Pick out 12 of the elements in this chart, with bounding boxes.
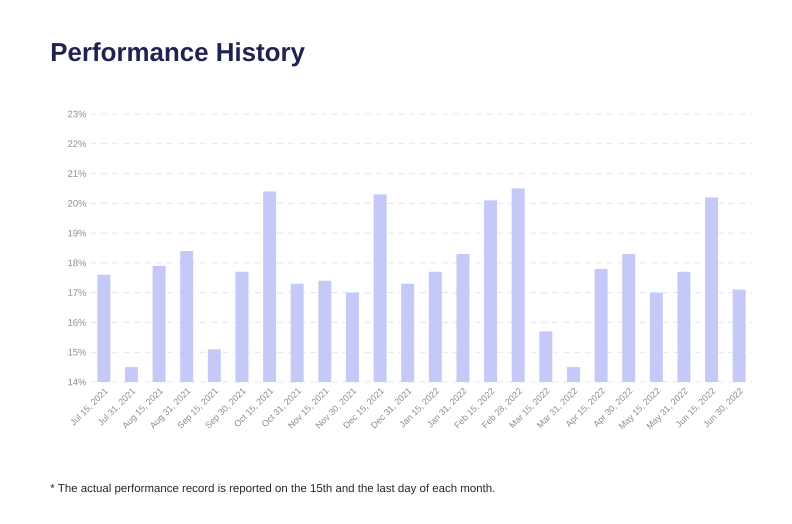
y-tick-label: 16% <box>68 319 86 326</box>
chart-title: Performance History <box>52 42 305 66</box>
y-tick-label: 14% <box>68 378 86 386</box>
y-tick-label: 19% <box>68 230 86 236</box>
text: * The actual performance record is reported on the 15th and the last day of each month. <box>50 484 494 494</box>
y-tick-label: 15% <box>68 348 86 356</box>
y-tick-label: 18% <box>68 260 86 266</box>
y-tick-label: 23% <box>68 110 86 118</box>
y-tick-label: 21% <box>68 170 86 177</box>
y-tick-label: 20% <box>68 200 86 207</box>
y-tick-label: 17% <box>68 289 86 296</box>
y-tick-label: 22% <box>68 140 86 148</box>
